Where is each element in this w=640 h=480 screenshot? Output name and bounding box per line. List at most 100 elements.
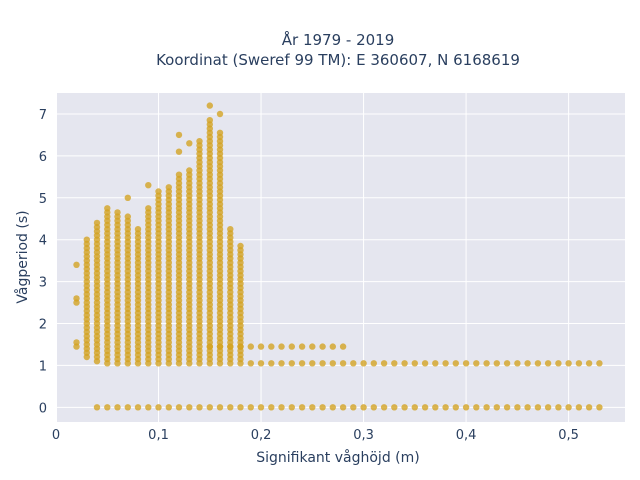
data-point — [350, 404, 357, 411]
data-point — [104, 205, 111, 212]
x-axis-label: Signifikant våghöjd (m) — [256, 449, 419, 466]
data-point — [268, 404, 275, 411]
y-tick-label: 6 — [39, 150, 47, 165]
data-point — [165, 404, 172, 411]
data-point — [247, 404, 254, 411]
data-point — [247, 343, 254, 350]
y-tick-label: 5 — [39, 192, 47, 207]
data-point — [432, 404, 439, 411]
data-point — [370, 360, 377, 367]
data-point — [360, 360, 367, 367]
data-point — [565, 404, 572, 411]
data-point — [401, 360, 408, 367]
data-point — [278, 360, 285, 367]
data-point — [134, 226, 142, 233]
data-point — [196, 404, 203, 411]
x-tick-label: 0,3 — [353, 428, 374, 443]
data-point — [514, 404, 521, 411]
data-point — [298, 343, 306, 350]
y-tick-label: 2 — [39, 318, 47, 333]
data-point — [585, 360, 593, 367]
data-point — [145, 205, 152, 212]
data-point — [309, 404, 316, 411]
data-point — [206, 343, 213, 350]
data-point — [524, 404, 531, 411]
chart-title-line1: År 1979 - 2019 — [282, 30, 395, 49]
data-point — [247, 360, 254, 367]
data-point — [175, 171, 183, 178]
data-point — [524, 360, 531, 367]
data-point — [462, 404, 470, 411]
data-point — [432, 360, 439, 367]
y-tick-label: 3 — [39, 276, 47, 291]
data-point — [544, 360, 552, 367]
data-point — [493, 360, 500, 367]
data-point — [206, 404, 213, 411]
data-point — [114, 209, 121, 216]
grid-lines — [55, 93, 625, 422]
data-point — [124, 213, 131, 220]
data-point — [237, 242, 244, 250]
data-point — [298, 360, 306, 367]
data-point — [257, 343, 265, 350]
data-point — [278, 343, 285, 350]
data-point — [186, 167, 193, 174]
data-point — [319, 404, 326, 411]
data-point — [370, 404, 377, 411]
data-point — [145, 182, 152, 189]
data-point — [473, 360, 480, 367]
data-point — [298, 404, 306, 411]
data-point — [145, 404, 152, 411]
data-point — [124, 194, 131, 201]
tick-labels: 0 0,1 0,2 0,3 0,4 0,5 0 1 2 3 4 5 6 7 — [39, 108, 579, 443]
data-point — [575, 404, 583, 411]
data-point — [124, 404, 131, 411]
y-tick-label: 4 — [39, 234, 47, 249]
data-point — [339, 404, 347, 411]
data-point — [442, 360, 449, 367]
data-point — [227, 404, 234, 411]
data-point — [155, 404, 162, 411]
data-point — [534, 360, 542, 367]
data-point — [278, 404, 285, 411]
data-point — [319, 343, 326, 350]
data-point — [514, 360, 521, 367]
data-point — [391, 360, 398, 367]
x-tick-label: 0,4 — [456, 428, 477, 443]
data-point — [83, 236, 91, 243]
data-point — [155, 188, 162, 195]
data-point — [339, 360, 347, 367]
data-point — [114, 404, 121, 411]
data-point — [309, 343, 316, 350]
data-point — [288, 343, 295, 350]
data-point — [401, 404, 408, 411]
data-point — [421, 404, 429, 411]
data-point — [257, 404, 265, 411]
data-point — [575, 360, 583, 367]
y-tick-label: 7 — [39, 108, 47, 123]
data-point — [555, 404, 562, 411]
data-point — [216, 404, 224, 411]
data-point — [483, 360, 490, 367]
x-tick-label: 0,2 — [251, 428, 272, 443]
data-point — [227, 226, 234, 233]
data-point — [493, 404, 500, 411]
data-point — [186, 140, 193, 147]
data-point — [503, 360, 511, 367]
data-point — [534, 404, 542, 411]
y-tick-label: 1 — [39, 359, 47, 374]
data-point — [175, 131, 183, 139]
data-point — [93, 404, 101, 411]
data-points — [73, 102, 603, 411]
data-point — [288, 360, 295, 367]
data-point — [309, 360, 316, 367]
data-point — [104, 404, 111, 411]
data-point — [452, 360, 459, 367]
data-point — [473, 404, 480, 411]
data-point — [186, 404, 193, 411]
data-point — [585, 404, 593, 411]
data-point — [268, 343, 275, 350]
data-point — [329, 343, 336, 350]
data-point — [503, 404, 511, 411]
data-point — [329, 360, 336, 367]
